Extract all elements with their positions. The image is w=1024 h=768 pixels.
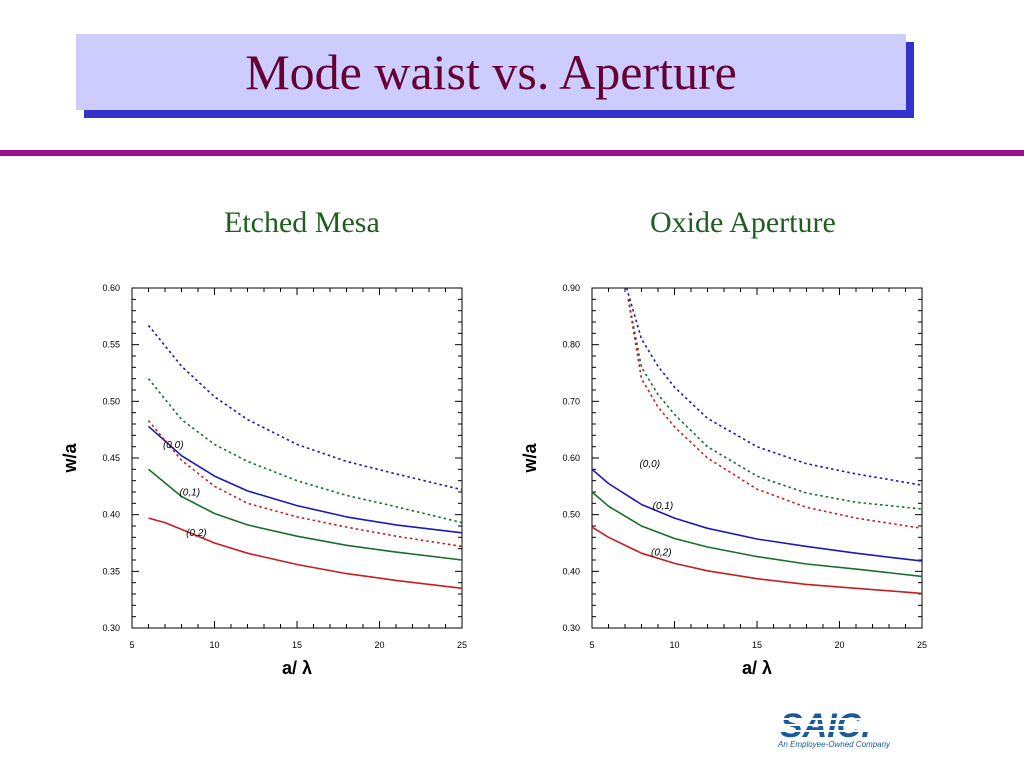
y-tick-label: 0.60 <box>102 283 120 293</box>
series-line-dotted <box>147 324 463 491</box>
y-tick-label: 0.40 <box>102 510 120 520</box>
y-tick-label: 0.50 <box>102 396 120 406</box>
y-tick-label: 0.80 <box>562 340 580 350</box>
mode-annotation: (0,2) <box>651 547 672 558</box>
series-line-dotted <box>147 420 463 548</box>
series-line-dotted <box>147 378 463 524</box>
x-tick-label: 10 <box>669 640 679 650</box>
x-axis-label: a/ λ <box>282 658 312 678</box>
y-tick-label: 0.35 <box>102 566 120 576</box>
y-tick-label: 0.45 <box>102 453 120 463</box>
slide-title: Mode waist vs. Aperture <box>245 44 737 100</box>
y-tick-label: 0.90 <box>562 283 580 293</box>
series-line-solid <box>591 526 923 595</box>
mode-annotation: (0,2) <box>186 528 207 539</box>
mode-annotation: (0,0) <box>639 459 660 470</box>
y-tick-label: 0.30 <box>562 623 580 633</box>
x-tick-label: 5 <box>589 640 594 650</box>
x-tick-label: 20 <box>374 640 384 650</box>
mode-annotation: (0,1) <box>653 501 674 512</box>
chart-oxide-aperture: 5 10 15 20 25 0.30 0.40 0.50 0.60 0.70 0.80 0.90 a/ … <box>520 283 927 678</box>
y-tick-label: 0.30 <box>102 623 120 633</box>
saic-logo-mark: SAIC. <box>776 707 894 745</box>
x-tick-label: 20 <box>834 640 844 650</box>
series-line-solid <box>147 425 463 534</box>
plot-frame <box>131 287 463 629</box>
chart-title-etched-mesa: Etched Mesa <box>224 206 380 239</box>
x-tick-label: 5 <box>129 640 134 650</box>
series-line-dotted <box>627 299 923 510</box>
title-divider <box>0 150 1024 156</box>
x-tick-label: 25 <box>917 640 927 650</box>
saic-logo: SAIC. <box>776 707 894 745</box>
x-axis-label: a/ λ <box>742 658 772 678</box>
plot-frame <box>591 287 923 629</box>
y-axis-label: w/a <box>520 443 540 474</box>
y-tick-label: 0.50 <box>562 510 580 520</box>
x-tick-label: 15 <box>752 640 762 650</box>
series-line-solid <box>148 517 463 590</box>
x-tick-label: 15 <box>292 640 302 650</box>
y-tick-label: 0.70 <box>562 396 580 406</box>
y-tick-label: 0.40 <box>562 566 580 576</box>
mode-annotation: (0,1) <box>179 487 200 498</box>
x-tick-label: 10 <box>209 640 219 650</box>
series-line-solid <box>147 468 463 561</box>
chart-etched-mesa: 5 10 15 20 25 0.30 0.35 0.40 0.45 0.50 0.55 0.60 a/ … <box>60 283 467 678</box>
series-line-solid <box>591 491 923 578</box>
series-line-dotted <box>625 287 923 486</box>
series-line-solid <box>591 468 923 562</box>
title-box: Mode waist vs. Aperture <box>76 34 906 110</box>
logo-tagline: An Employee-Owned Company <box>778 740 891 749</box>
series-line-dotted <box>627 299 923 530</box>
y-tick-label: 0.55 <box>102 340 120 350</box>
chart-title-oxide-aperture: Oxide Aperture <box>650 206 836 239</box>
y-axis-label: w/a <box>60 443 80 474</box>
x-tick-label: 25 <box>457 640 467 650</box>
mode-annotation: (0,0) <box>163 440 184 451</box>
y-tick-label: 0.60 <box>562 453 580 463</box>
